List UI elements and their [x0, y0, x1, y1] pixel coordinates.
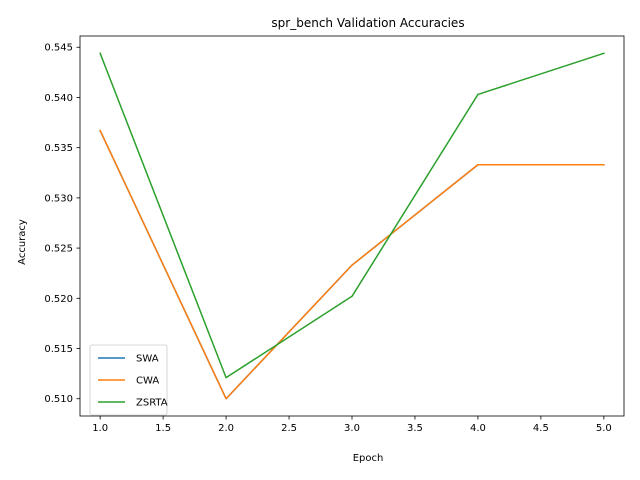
y-tick-label: 0.545: [44, 43, 73, 54]
legend-box: [89, 344, 168, 416]
legend: SWA CWA ZSRTA: [89, 344, 168, 416]
y-tick-label: 0.520: [44, 294, 73, 305]
x-axis-label: Epoch: [353, 453, 384, 464]
x-tick-label: 3.5: [407, 423, 423, 434]
y-tick-label: 0.535: [44, 143, 73, 154]
y-tick-label: 0.515: [44, 344, 73, 355]
y-axis-label: Accuracy: [17, 219, 28, 265]
legend-label-zsrta: ZSRTA: [136, 398, 168, 409]
x-tick-label: 2.5: [281, 423, 297, 434]
y-tick-label: 0.510: [44, 394, 73, 405]
legend-label-cwa: CWA: [136, 376, 159, 387]
legend-label-swa: SWA: [136, 354, 159, 365]
x-tick-label: 1.5: [155, 423, 171, 434]
x-tick-label: 4.5: [533, 423, 549, 434]
series-layer: [99, 52, 605, 400]
x-tick-label: 5.0: [596, 423, 612, 434]
x-tick-label: 2.0: [218, 423, 234, 434]
series-line-zsrta: [99, 52, 605, 379]
y-tick-label: 0.530: [44, 193, 73, 204]
x-tick-label: 4.0: [470, 423, 486, 434]
x-tick-label: 1.0: [92, 423, 108, 434]
y-axis-ticks: 0.510 0.515 0.520 0.525 0.530 0.535 0.540 0.545: [44, 43, 80, 405]
y-tick-label: 0.540: [44, 93, 73, 104]
chart-title: spr_bench Validation Accuracies: [271, 16, 464, 30]
x-tick-label: 3.0: [344, 423, 360, 434]
y-tick-label: 0.525: [44, 244, 73, 255]
series-line-cwa: [99, 129, 605, 400]
x-axis-ticks: 1.0 1.5 2.0 2.5 3.0 3.5 4.0 4.5 5.0: [92, 416, 612, 434]
